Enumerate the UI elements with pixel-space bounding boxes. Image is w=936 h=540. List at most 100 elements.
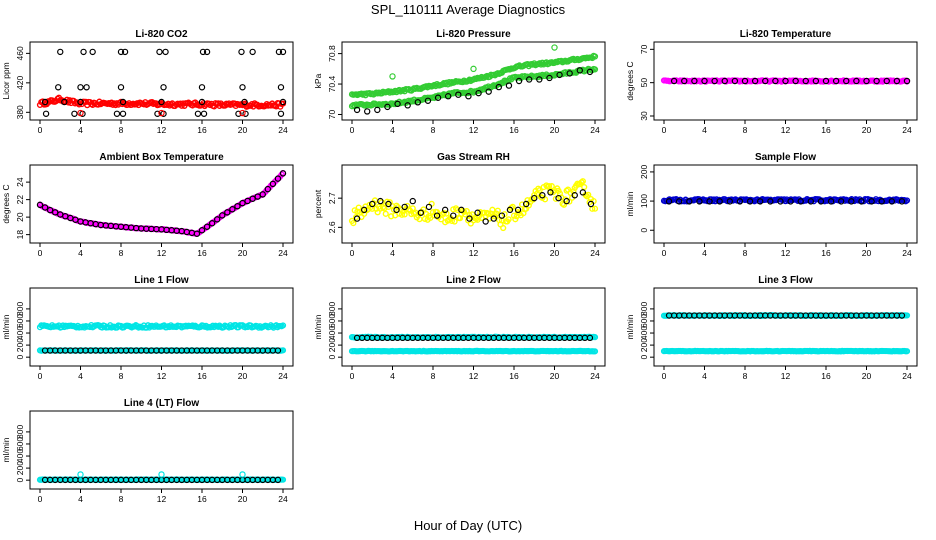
x-tick-label: 20 [550,125,560,135]
data-point [425,203,433,211]
data-point [158,109,165,117]
x-tick-label: 4 [702,371,707,381]
panel-title: Line 4 (LT) Flow [124,398,200,409]
y-tick-label: 400 [15,326,25,340]
x-tick-label: 24 [278,371,288,381]
x-tick-label: 20 [862,125,872,135]
data-point [726,198,734,205]
x-tick-label: 12 [157,248,167,258]
data-point [466,215,473,222]
data-point [772,77,779,85]
y-tick-label: 600 [327,314,337,328]
x-tick-label: 20 [550,248,560,258]
series-4 [389,44,558,80]
series-2 [348,347,599,355]
data-point [377,197,384,205]
data-point [203,223,211,230]
data-point [229,206,236,213]
y-tick-label: 30 [639,111,649,121]
x-tick-label: 12 [469,371,479,381]
data-point [398,211,406,218]
data-point [119,110,127,117]
x-tick-label: 20 [862,248,872,258]
x-tick-label: 8 [119,248,124,258]
data-point [409,205,416,212]
x-tick-label: 0 [350,371,355,381]
y-tick-label: 200 [15,461,25,475]
y-axis-label: Licor ppm [1,62,11,99]
x-tick-label: 24 [278,494,288,504]
series-1 [348,178,599,232]
x-tick-label: 16 [821,125,831,135]
figure-title: SPL_110111 Average Diagnostics [370,2,566,17]
data-point [41,204,49,211]
data-point [454,206,461,214]
data-point [113,110,121,117]
data-point [444,93,452,100]
y-axis-label: ml/min [1,437,11,462]
data-point [160,84,167,91]
data-point [817,198,825,205]
x-tick-label: 20 [238,248,248,258]
data-point [510,212,518,219]
data-point [249,48,256,56]
data-point [200,110,208,117]
y-tick-label: 20 [15,212,25,222]
x-tick-label: 4 [78,248,83,258]
data-point [741,77,749,85]
x-axis-title: Hour of Day (UTC) [413,518,523,533]
data-point [591,205,599,212]
x-tick-label: 4 [78,494,83,504]
x-tick-label: 12 [469,125,479,135]
x-tick-label: 12 [781,125,791,135]
series-4 [41,98,287,106]
x-tick-label: 8 [431,371,436,381]
x-tick-label: 8 [119,371,124,381]
data-point [498,212,506,219]
data-point [665,198,673,205]
y-tick-label: 200 [15,338,25,352]
data-point [535,185,542,192]
data-point [514,206,522,214]
data-point [579,178,586,185]
x-tick-label: 12 [781,371,791,381]
data-point [89,48,96,56]
data-point [42,110,50,117]
data-point [522,200,530,208]
series-2 [665,198,906,205]
data-point [546,74,553,82]
data-point [450,212,457,219]
data-point [898,198,906,205]
data-point [224,209,231,216]
data-point [264,185,272,193]
y-axis-label: ml/min [625,191,635,216]
x-tick-label: 8 [431,248,436,258]
data-point [71,110,78,117]
data-point [213,216,221,223]
x-tick-label: 12 [781,248,791,258]
data-point [441,206,449,214]
x-tick-label: 16 [509,371,519,381]
data-point [566,70,573,77]
x-tick-label: 8 [743,371,748,381]
data-point [458,206,465,214]
panel-3: Li-820 Temperature degrees C 0 4 8 12 16 20 24 30… [625,29,918,135]
data-point [675,198,683,205]
data-point [417,209,425,216]
data-point [239,199,246,207]
x-tick-label: 0 [662,371,667,381]
y-tick-label: 600 [15,314,25,328]
y-tick-label: 800 [15,425,25,439]
data-point [117,48,125,56]
data-point [691,77,698,85]
x-tick-label: 16 [197,248,207,258]
data-point [475,89,482,97]
series-2 [36,170,287,237]
data-point [863,77,870,85]
x-tick-label: 12 [157,125,167,135]
x-tick-label: 0 [38,371,43,381]
data-point [797,198,804,205]
data-point [681,77,688,85]
data-point [903,77,911,85]
data-point [756,198,764,205]
